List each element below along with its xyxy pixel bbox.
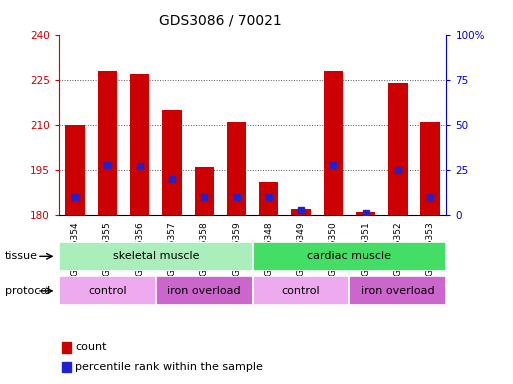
Text: count: count <box>75 343 107 353</box>
Bar <box>130 74 149 215</box>
Text: tissue: tissue <box>5 251 38 262</box>
Bar <box>59 242 252 271</box>
Bar <box>66 125 85 215</box>
Bar <box>388 83 407 215</box>
Bar <box>194 167 214 215</box>
Text: cardiac muscle: cardiac muscle <box>307 251 391 262</box>
Bar <box>62 342 71 353</box>
Bar <box>227 122 246 215</box>
Text: percentile rank within the sample: percentile rank within the sample <box>75 362 263 372</box>
Bar <box>324 71 343 215</box>
Text: control: control <box>88 286 127 296</box>
Text: iron overload: iron overload <box>361 286 435 296</box>
Text: protocol: protocol <box>5 286 50 296</box>
Bar <box>259 182 279 215</box>
Bar <box>291 209 311 215</box>
Bar <box>162 110 182 215</box>
Text: control: control <box>282 286 321 296</box>
Bar <box>349 276 446 305</box>
Bar <box>252 242 446 271</box>
Text: skeletal muscle: skeletal muscle <box>112 251 199 262</box>
Bar <box>156 276 252 305</box>
Bar <box>252 276 349 305</box>
Text: iron overload: iron overload <box>167 286 241 296</box>
Bar <box>97 71 117 215</box>
Bar <box>421 122 440 215</box>
Text: GDS3086 / 70021: GDS3086 / 70021 <box>159 13 282 27</box>
Bar <box>356 212 376 215</box>
Bar <box>62 362 71 372</box>
Bar <box>59 276 156 305</box>
